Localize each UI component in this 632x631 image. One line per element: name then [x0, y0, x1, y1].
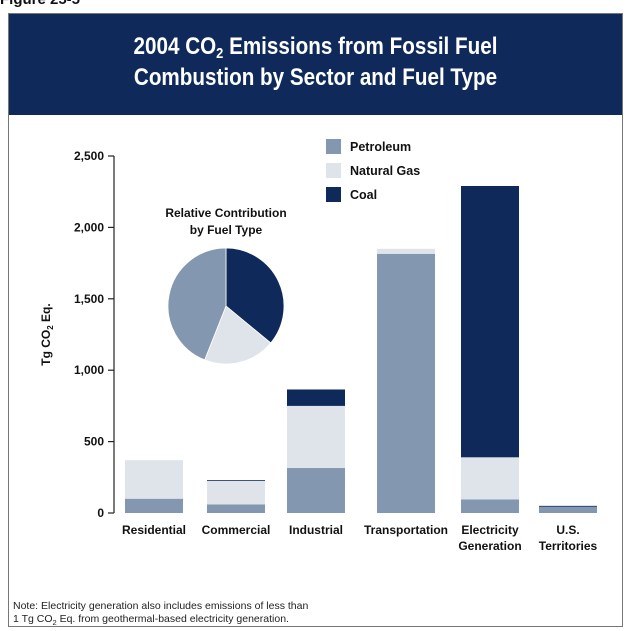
- legend-swatch: [326, 187, 341, 202]
- footnote-suffix: Eq. from geothermal-based electricity ge…: [56, 613, 289, 625]
- bar-segment: [377, 248, 435, 254]
- x-tick-label: U.S.: [556, 523, 579, 537]
- legend-swatch: [326, 163, 341, 178]
- footnote-line-2: 1 Tg CO2 Eq. from geothermal-based elect…: [13, 613, 308, 629]
- bar-segment: [377, 253, 435, 513]
- x-tick-label: Residential: [122, 523, 186, 537]
- bar-segment: [207, 480, 265, 481]
- footnote-line-1: Note: Electricity generation also includ…: [13, 600, 309, 612]
- title-banner: 2004 CO2 Emissions from Fossil Fuel Comb…: [9, 14, 622, 115]
- x-tick-label: Industrial: [289, 523, 343, 537]
- bar-segment: [287, 405, 345, 469]
- bar-segment: [461, 457, 519, 500]
- y-axis-title: Tg CO2 Eq.: [39, 303, 55, 365]
- chart-canvas: 0 500 1,000 1,500 2,000 2,500 Tg CO2 Eq. Reside…: [39, 139, 598, 553]
- x-tick-label: Commercial: [202, 523, 271, 537]
- title-suffix: Emissions from Fossil Fuel: [223, 33, 498, 60]
- bar-segment: [461, 185, 519, 458]
- bar-segment: [207, 504, 265, 513]
- pie-title: by Fuel Type: [190, 223, 263, 237]
- y-tick-label: 2,500: [74, 149, 104, 163]
- legend-label: Natural Gas: [350, 164, 420, 178]
- x-tick-label: Generation: [458, 539, 521, 553]
- x-tick-label: Transportation: [364, 523, 448, 537]
- chart-frame: 2004 CO2 Emissions from Fossil Fuel Comb…: [8, 13, 623, 627]
- pie-title: Relative Contribution: [165, 206, 286, 220]
- chart-title-line-2: Combustion by Sector and Fuel Type: [133, 64, 498, 91]
- legend-label: Coal: [350, 188, 377, 202]
- y-tick-label: 0: [97, 506, 104, 520]
- bar-segment: [287, 468, 345, 513]
- bar-segment: [207, 480, 265, 505]
- y-tick-label: 1,500: [74, 292, 104, 306]
- bar-segment: [539, 506, 597, 513]
- figure-label: Figure 25-5: [0, 0, 80, 8]
- y-tick-label: 1,000: [74, 363, 104, 377]
- bar-segment: [461, 499, 519, 513]
- pie-slice: [225, 247, 285, 344]
- bar-segment: [539, 505, 597, 507]
- bar-segment: [125, 460, 183, 499]
- legend-swatch: [326, 139, 341, 154]
- pie-slice: [167, 247, 227, 361]
- bar-segment: [287, 389, 345, 406]
- legend-label: Petroleum: [350, 140, 411, 154]
- x-tick-label: Electricity: [461, 523, 519, 537]
- x-tick-label: Territories: [539, 539, 598, 553]
- chart-title-line-1: 2004 CO2 Emissions from Fossil Fuel: [52, 31, 579, 62]
- bar-segment: [125, 498, 183, 513]
- y-tick-label: 500: [84, 435, 104, 449]
- footnote-subscript: 2: [52, 618, 57, 628]
- y-tick-label: 2,000: [74, 220, 104, 234]
- footnote-prefix: 1 Tg CO: [13, 613, 53, 625]
- pie-slice: [204, 305, 272, 365]
- title-prefix: 2004 CO: [133, 33, 217, 60]
- footnote: Note: Electricity generation also includ…: [13, 600, 308, 629]
- title-subscript: 2: [216, 45, 224, 62]
